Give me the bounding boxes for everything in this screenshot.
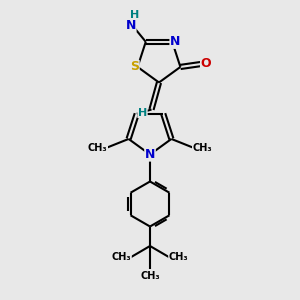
Text: N: N <box>170 35 180 48</box>
Text: S: S <box>130 61 139 74</box>
Text: N: N <box>145 148 155 161</box>
Text: O: O <box>201 58 211 70</box>
Text: CH₃: CH₃ <box>112 252 131 262</box>
Text: H: H <box>130 10 139 20</box>
Text: CH₃: CH₃ <box>193 143 212 153</box>
Text: CH₃: CH₃ <box>140 271 160 281</box>
Text: CH₃: CH₃ <box>169 252 188 262</box>
Text: H: H <box>138 107 147 118</box>
Text: CH₃: CH₃ <box>88 143 107 153</box>
Text: N: N <box>126 19 136 32</box>
